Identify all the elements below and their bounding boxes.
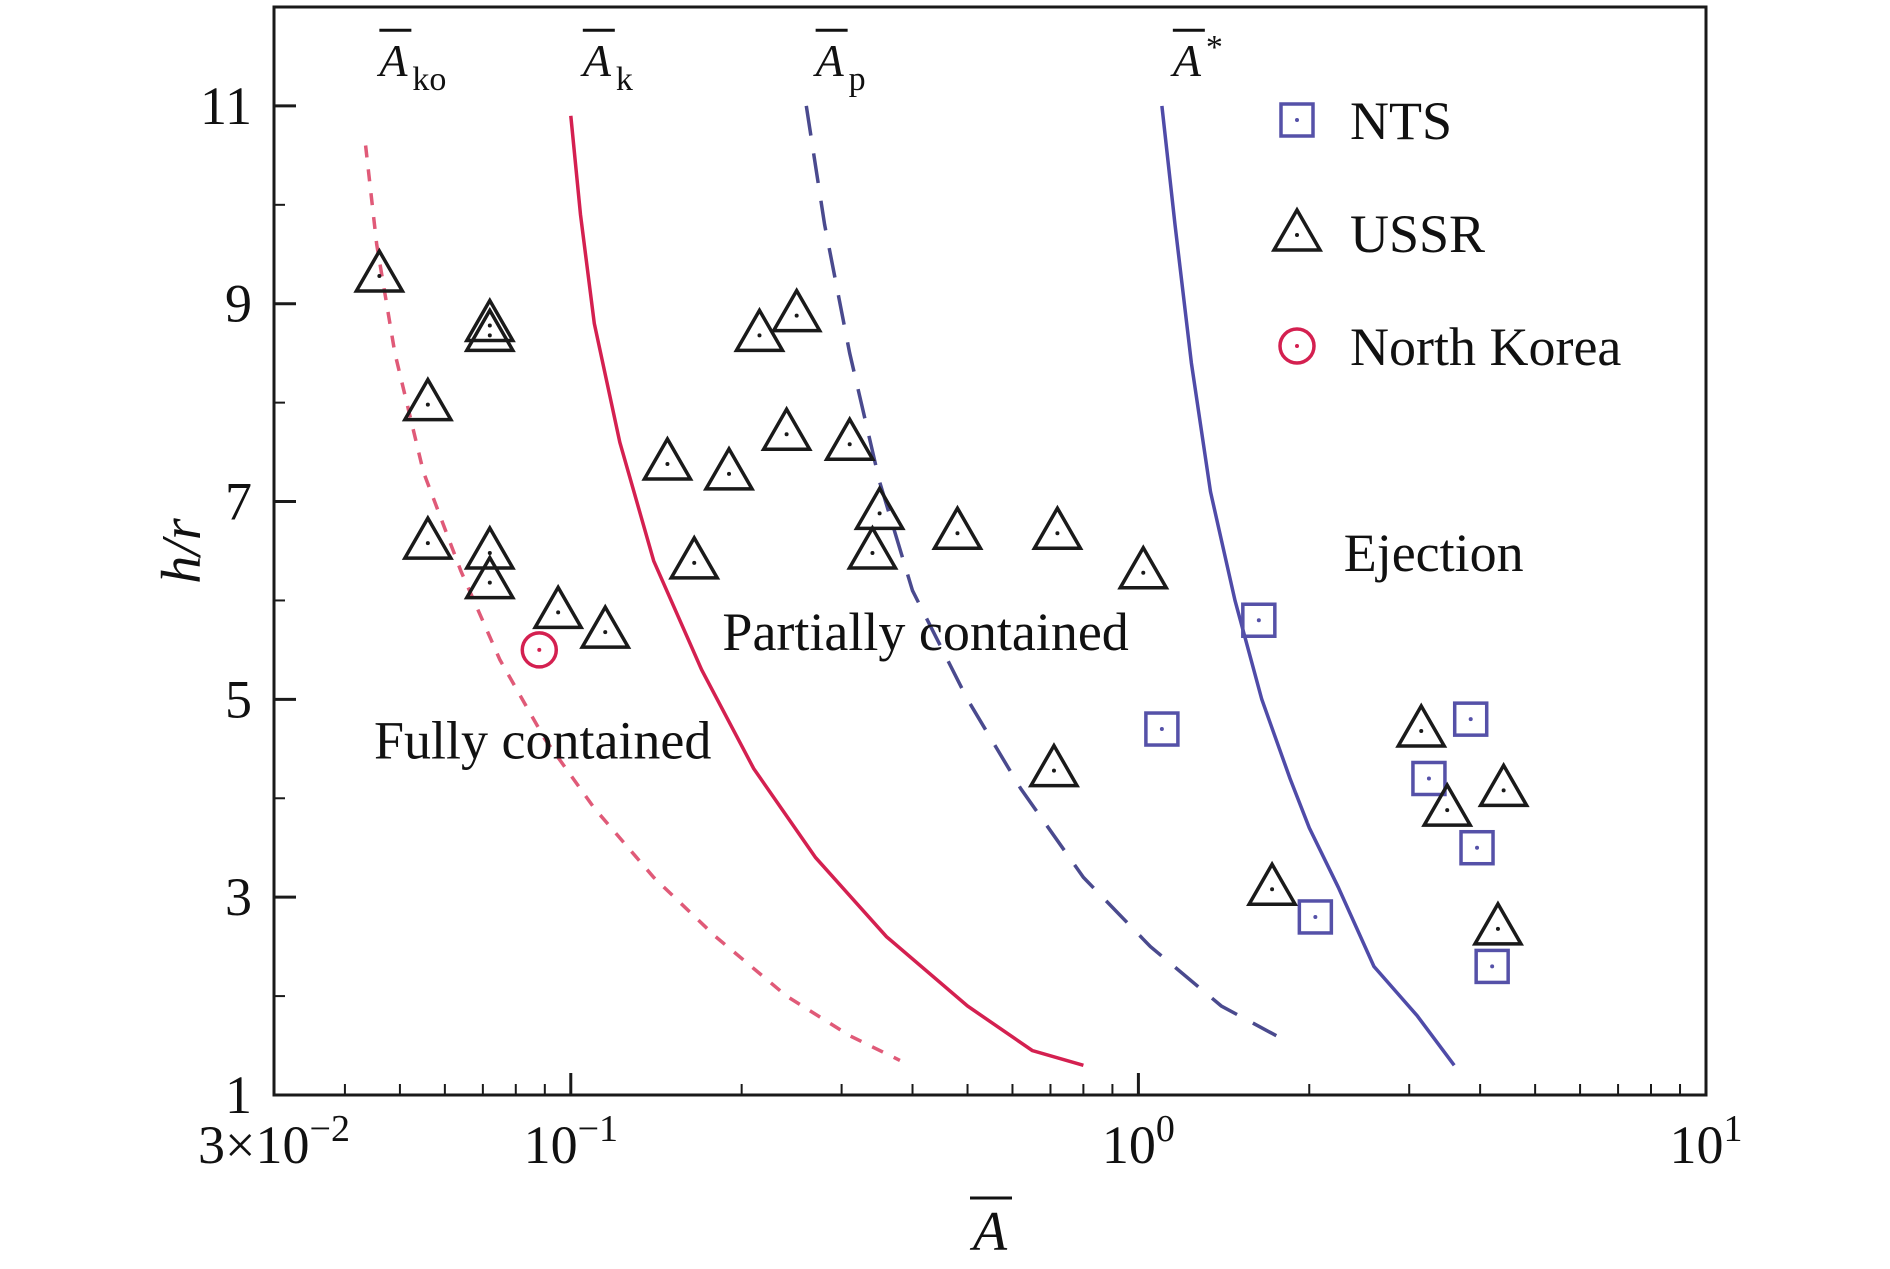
square-marker bbox=[1411, 760, 1447, 797]
axis-ticks: 3×10−2 10−1 100 101 1 3 5 7 9 11 bbox=[198, 76, 1742, 1175]
axis-titles: Ah/r bbox=[151, 518, 1012, 1263]
triangle-marker bbox=[760, 405, 813, 452]
square-marker bbox=[1459, 829, 1495, 866]
triangle-marker bbox=[931, 504, 984, 550]
square-marker bbox=[1297, 899, 1334, 935]
triangle-marker bbox=[353, 247, 406, 293]
triangle-marker bbox=[579, 603, 632, 649]
triangle-marker bbox=[463, 306, 516, 353]
triangle-marker bbox=[1246, 860, 1299, 907]
svg-text:p: p bbox=[849, 61, 866, 98]
triangle-marker bbox=[1471, 900, 1524, 946]
triangle-marker bbox=[770, 287, 823, 333]
square-marker bbox=[1474, 948, 1510, 985]
x-axis-title: A bbox=[969, 1201, 1008, 1263]
svg-text:A: A bbox=[813, 35, 845, 86]
triangle-marker bbox=[532, 583, 585, 630]
triangle-marker bbox=[1395, 702, 1448, 748]
y-tick-label: 7 bbox=[225, 472, 252, 532]
triangle-marker bbox=[401, 514, 454, 560]
legend: NTS USSR North Korea bbox=[1270, 91, 1621, 377]
y-tick-label: 1 bbox=[225, 1065, 252, 1125]
curve-*-line bbox=[1160, 105, 1456, 1067]
svg-text:*: * bbox=[1206, 29, 1223, 66]
square-marker bbox=[1144, 711, 1180, 747]
x-tick-label: 3×10−2 bbox=[198, 1108, 350, 1175]
curve-ko-line bbox=[363, 145, 901, 1062]
triangle-marker bbox=[846, 524, 899, 570]
region-label: Partially contained bbox=[722, 602, 1128, 662]
svg-text:A: A bbox=[580, 35, 612, 86]
triangle-marker bbox=[1421, 781, 1474, 827]
triangle-marker bbox=[401, 376, 454, 422]
triangle-marker bbox=[641, 435, 694, 481]
svg-text:k: k bbox=[616, 61, 633, 98]
triangle-marker bbox=[702, 445, 756, 491]
triangle-marker bbox=[1027, 742, 1080, 788]
x-tick-label: 10−1 bbox=[524, 1108, 618, 1175]
legend-square-icon bbox=[1279, 102, 1315, 138]
circle-marker bbox=[520, 631, 559, 669]
triangle-marker bbox=[463, 554, 516, 600]
triangle-marker bbox=[463, 524, 516, 570]
triangle-marker bbox=[463, 296, 516, 343]
data-markers bbox=[353, 247, 1530, 985]
curve-p-line bbox=[804, 105, 1278, 1038]
square-marker bbox=[1452, 701, 1489, 737]
y-tick-label: 5 bbox=[225, 669, 252, 729]
region-label: Fully contained bbox=[374, 711, 711, 771]
x-tick-label: 100 bbox=[1102, 1108, 1175, 1175]
triangle-marker bbox=[823, 415, 876, 461]
curve-*-label: A * bbox=[1170, 28, 1223, 86]
triangle-marker bbox=[1117, 544, 1170, 590]
plot-frame bbox=[272, 5, 1708, 1097]
boundary-curves bbox=[363, 105, 1456, 1067]
y-tick-label: 11 bbox=[200, 76, 252, 136]
triangle-marker bbox=[668, 534, 721, 580]
triangle-marker bbox=[1477, 761, 1530, 808]
svg-text:A: A bbox=[376, 35, 408, 86]
triangle-marker bbox=[1031, 504, 1084, 550]
curve-k-line bbox=[569, 115, 1084, 1067]
x-tick-label: 101 bbox=[1670, 1108, 1743, 1175]
legend-entry: USSR bbox=[1350, 204, 1485, 264]
legend-entry: North Korea bbox=[1350, 317, 1621, 377]
y-axis-title: h/r bbox=[151, 518, 213, 584]
legend-circle-icon bbox=[1278, 327, 1316, 365]
square-marker bbox=[1241, 602, 1277, 638]
svg-text:ko: ko bbox=[412, 61, 446, 98]
triangle-marker bbox=[853, 484, 906, 531]
y-tick-label: 9 bbox=[225, 274, 252, 334]
triangle-marker bbox=[733, 306, 786, 353]
legend-triangle-icon bbox=[1270, 206, 1324, 252]
region-label: Ejection bbox=[1344, 523, 1524, 583]
svg-text:A: A bbox=[1170, 35, 1202, 86]
y-tick-label: 3 bbox=[225, 867, 252, 927]
legend-entry: NTS bbox=[1350, 91, 1452, 151]
